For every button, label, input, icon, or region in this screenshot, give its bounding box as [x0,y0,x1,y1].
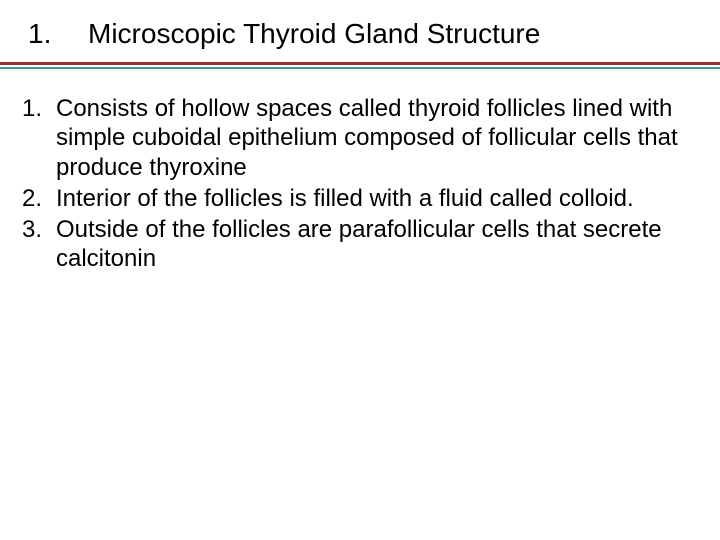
list-item-number: 1. [22,94,42,123]
list-item: 2. Interior of the follicles is filled w… [22,184,680,213]
list-item-number: 2. [22,184,42,213]
divider-line-teal [0,67,720,69]
list-item-text: Interior of the follicles is filled with… [56,185,634,212]
divider-line-red [0,62,720,65]
title-number: 1. [28,18,88,50]
list-item-text: Consists of hollow spaces called thyroid… [56,95,678,181]
list-item-text: Outside of the follicles are parafollicu… [56,216,662,272]
body: 1. Consists of hollow spaces called thyr… [0,68,720,274]
list-item-number: 3. [22,215,42,244]
title-divider [0,62,720,68]
slide: 1. Microscopic Thyroid Gland Structure 1… [0,0,720,540]
numbered-list: 1. Consists of hollow spaces called thyr… [22,94,680,274]
list-item: 3. Outside of the follicles are parafoll… [22,215,680,274]
list-item: 1. Consists of hollow spaces called thyr… [22,94,680,182]
page-title: Microscopic Thyroid Gland Structure [88,18,540,50]
title-row: 1. Microscopic Thyroid Gland Structure [0,0,720,50]
